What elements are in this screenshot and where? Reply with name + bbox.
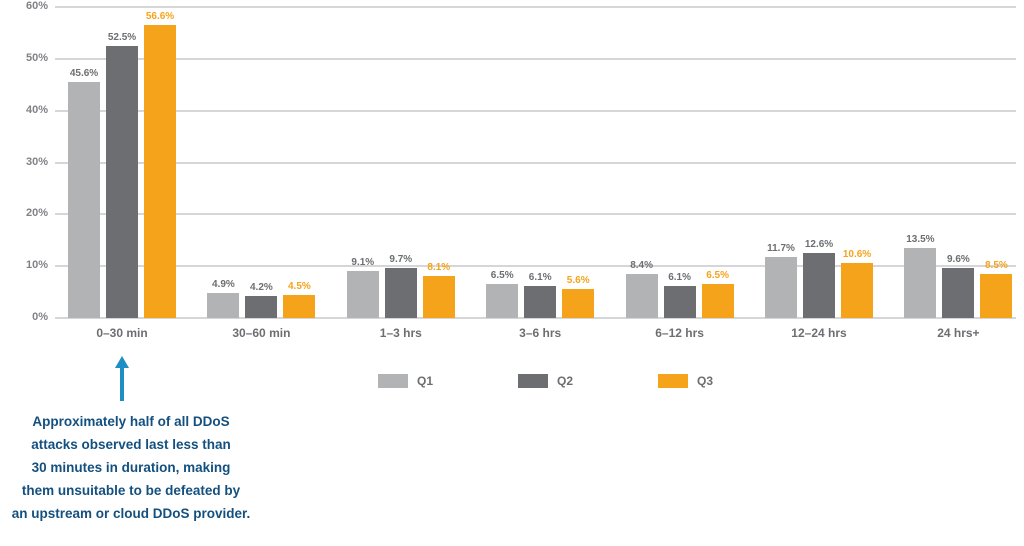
bar-value-label: 6.1% <box>668 272 691 284</box>
bar-value-label: 13.5% <box>906 234 935 246</box>
bar-q3-group-5: 6.5% <box>701 270 734 318</box>
gridline-40 <box>55 109 1016 112</box>
legend-item-q3: Q3 <box>658 374 798 388</box>
bar-group-2: 4.9% 4.2% 4.5% <box>204 0 318 318</box>
y-axis-label: 0% <box>32 311 48 323</box>
x-axis-category-label: 12–24 hrs <box>791 326 847 340</box>
annotation-arrow-stem <box>120 367 124 401</box>
bar-q3-group-7: 8.5% <box>980 260 1013 318</box>
legend-swatch-icon <box>658 374 688 388</box>
bar-q2-group-4: 6.1% <box>524 272 557 318</box>
bar-q1-group-3: 9.1% <box>346 257 379 318</box>
bar-q3-group-1: 56.6% <box>144 11 176 318</box>
bar-value-label: 4.5% <box>287 280 311 292</box>
bar-group-6: 11.7% 12.6% 10.6% <box>762 0 876 318</box>
y-axis-label: 10% <box>25 259 48 272</box>
bar-value-label: 9.1% <box>351 256 375 268</box>
bar-q2-group-3: 9.7% <box>384 254 417 318</box>
bar-q1-group-2: 4.9% <box>207 279 240 318</box>
bar-value-label: 6.5% <box>706 270 729 282</box>
bar-value-label: 11.7% <box>767 243 795 255</box>
bar-group-1: 45.6% 52.5% 56.6% <box>65 0 179 318</box>
y-axis-label: 50% <box>25 51 48 64</box>
x-axis-category-label: 3–6 hrs <box>519 326 562 340</box>
bar-q3-group-4: 5.6% <box>562 275 595 318</box>
bar-group-4: 6.5% 6.1% 5.6% <box>483 0 597 318</box>
x-axis-category-label: 6–12 hrs <box>655 326 704 340</box>
bar-value-label: 52.5% <box>107 31 137 43</box>
bar-q2-group-6: 12.6% <box>803 239 835 318</box>
bar-q2-group-7: 9.6% <box>942 254 975 318</box>
bar-value-label: 45.6% <box>69 67 99 79</box>
bar-group-7: 13.5% 9.6% 8.5% <box>901 0 1015 318</box>
y-axis-label: 20% <box>25 207 48 220</box>
legend-item-q2: Q2 <box>518 374 658 388</box>
bar-value-label: 6.5% <box>490 270 514 282</box>
y-axis-label: 40% <box>25 103 48 116</box>
legend-label: Q2 <box>557 374 574 388</box>
bar-value-label: 4.9% <box>211 278 235 290</box>
bar-value-label: 10.6% <box>842 249 872 261</box>
bar-value-label: 4.2% <box>249 282 273 294</box>
gridline-0 <box>55 317 1016 319</box>
bar-value-label: 9.6% <box>946 254 970 266</box>
bar-value-label: 56.6% <box>145 10 175 22</box>
x-axis-category-label: 30–60 min <box>232 326 291 340</box>
bar-q3-group-3: 8.1% <box>422 262 455 318</box>
gridline-60 <box>55 6 1016 8</box>
legend-swatch-icon <box>378 374 408 388</box>
gridline-20 <box>55 213 1016 216</box>
bar-value-label: 9.7% <box>389 253 413 265</box>
bar-value-label: 12.6% <box>804 238 834 250</box>
bar-q2-group-2: 4.2% <box>245 282 278 318</box>
annotation-arrow-head-icon <box>115 356 129 368</box>
bar-q2-group-1: 52.5% <box>106 32 138 318</box>
bar-q1-group-1: 45.6% <box>68 68 100 318</box>
bar-value-label: 8.4% <box>630 260 653 272</box>
bar-value-label: 8.5% <box>984 259 1008 271</box>
bar-group-3: 9.1% 9.7% 8.1% <box>344 0 458 318</box>
bar-value-label: 6.1% <box>528 272 552 284</box>
bar-q1-group-5: 8.4% <box>625 260 658 318</box>
legend-swatch-icon <box>518 374 548 388</box>
gridline-50 <box>55 57 1016 60</box>
gridline-10 <box>55 265 1016 268</box>
bar-value-label: 8.1% <box>427 262 451 274</box>
y-axis-label: 30% <box>25 155 48 168</box>
bar-q1-group-7: 13.5% <box>904 234 937 318</box>
y-axis-label: 60% <box>25 0 48 12</box>
bar-q3-group-2: 4.5% <box>283 281 316 318</box>
bar-group-5: 8.4% 6.1% 6.5% <box>623 0 737 318</box>
legend-label: Q3 <box>697 374 714 388</box>
legend-label: Q1 <box>417 374 434 388</box>
x-axis-category-label: 1–3 hrs <box>379 326 422 340</box>
bar-q1-group-6: 11.7% <box>765 243 797 318</box>
x-axis-category-label: 0–30 min <box>96 326 148 340</box>
legend-item-q1: Q1 <box>378 374 518 388</box>
x-axis-category-label: 24 hrs+ <box>937 326 980 340</box>
annotation-text: Approximately half of all DDoS attacks o… <box>11 414 251 521</box>
gridline-30 <box>55 161 1016 164</box>
chart-legend: Q1 Q2 Q3 <box>378 374 798 388</box>
bar-q3-group-6: 10.6% <box>841 249 873 318</box>
bar-q1-group-4: 6.5% <box>486 270 519 318</box>
bar-value-label: 5.6% <box>566 274 590 286</box>
bar-q2-group-5: 6.1% <box>663 272 696 318</box>
